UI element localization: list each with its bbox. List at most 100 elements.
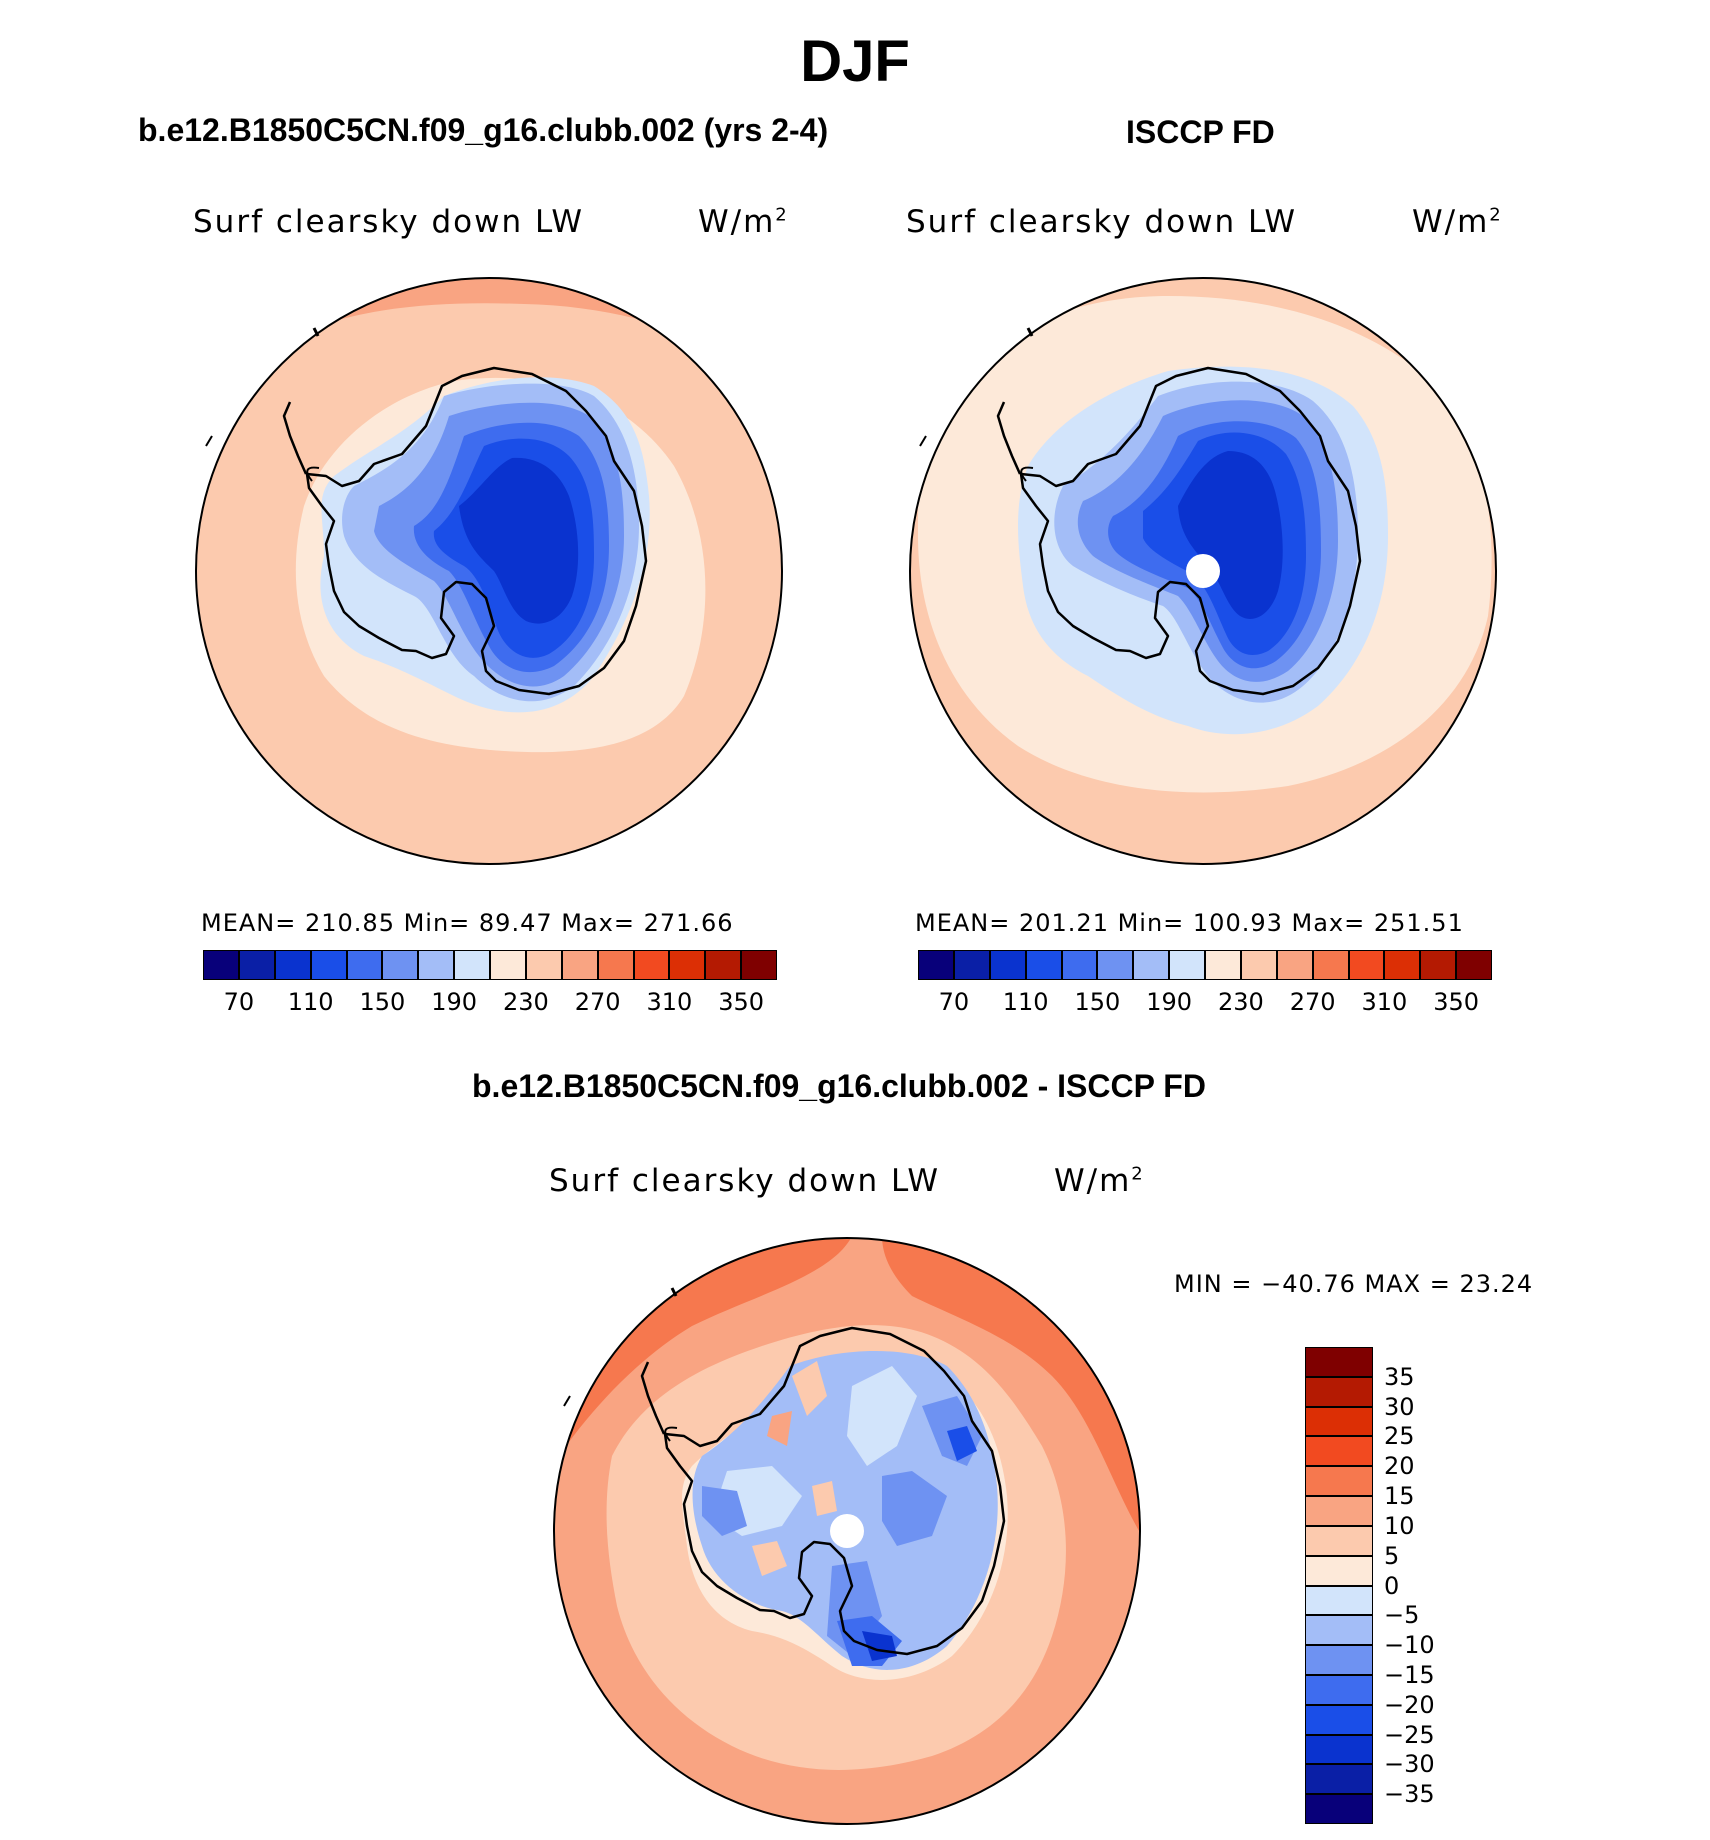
colorbar-swatch	[418, 950, 455, 980]
colorbar-swatch	[669, 950, 706, 980]
colorbar-tick-label: 230	[502, 988, 549, 1016]
colorbar-tick-label: −30	[1384, 1750, 1435, 1779]
colorbar-swatch	[1240, 950, 1277, 980]
colorbar-tick-label: 70	[938, 988, 970, 1016]
colorbar-swatch	[310, 950, 347, 980]
colorbar-tick-label: 310	[1361, 988, 1408, 1016]
diff-colorbar	[1305, 1347, 1373, 1824]
colorbar-swatch	[525, 950, 562, 980]
colorbar-tick-label: 150	[359, 988, 406, 1016]
obs-colorbar-ticks: 70 110 150 190 230 270 310 350	[918, 988, 1492, 1018]
obs-stats: MEAN= 201.21 Min= 100.93 Max= 251.51	[915, 909, 1464, 937]
colorbar-tick-label: 310	[646, 988, 693, 1016]
colorbar-tick-label: 270	[1289, 988, 1336, 1016]
colorbar-tick-label: −10	[1384, 1631, 1435, 1660]
diff-case-title: b.e12.B1850C5CN.f09_g16.clubb.002 - ISCC…	[472, 1068, 1206, 1104]
colorbar-tick-label: 35	[1384, 1362, 1415, 1391]
pole-hole-icon	[830, 1514, 864, 1548]
colorbar-swatch	[1025, 950, 1062, 980]
colorbar-swatch	[1305, 1764, 1373, 1795]
colorbar-swatch	[1305, 1436, 1373, 1467]
colorbar-swatch	[989, 950, 1026, 980]
colorbar-swatch	[1097, 950, 1134, 980]
colorbar-swatch	[1061, 950, 1098, 980]
colorbar-swatch	[633, 950, 670, 980]
colorbar-swatch	[274, 950, 311, 980]
colorbar-tick-label: 0	[1384, 1571, 1400, 1600]
model-case-title: b.e12.B1850C5CN.f09_g16.clubb.002 (yrs 2…	[138, 112, 829, 148]
colorbar-tick-label: 30	[1384, 1392, 1415, 1421]
colorbar-tick-label: 350	[718, 988, 765, 1016]
colorbar-tick-label: 270	[574, 988, 621, 1016]
colorbar-tick-label: −15	[1384, 1660, 1435, 1689]
colorbar-swatch	[1305, 1496, 1373, 1526]
colorbar-swatch	[1456, 950, 1492, 980]
colorbar-swatch	[490, 950, 526, 980]
colorbar-tick-label: 110	[1002, 988, 1049, 1016]
colorbar-tick-label: 5	[1384, 1541, 1400, 1570]
colorbar-swatch	[1305, 1376, 1373, 1407]
model-variable-label: Surf clearsky down LW	[193, 204, 585, 240]
colorbar-swatch	[1169, 950, 1205, 980]
obs-colorbar	[918, 950, 1492, 980]
colorbar-swatch	[238, 950, 275, 980]
colorbar-tick-label: 350	[1433, 988, 1480, 1016]
diff-stats: MIN = −40.76 MAX = 23.24	[1174, 1270, 1534, 1298]
colorbar-swatch	[1305, 1734, 1373, 1765]
colorbar-swatch	[918, 950, 954, 980]
colorbar-tick-label: 110	[287, 988, 334, 1016]
colorbar-swatch	[1348, 950, 1385, 980]
model-stats: MEAN= 210.85 Min= 89.47 Max= 271.66	[201, 909, 734, 937]
colorbar-tick-label: 150	[1074, 988, 1121, 1016]
model-colorbar-ticks: 70 110 150 190 230 270 310 350	[203, 988, 777, 1018]
colorbar-swatch	[953, 950, 990, 980]
model-polar-map	[195, 277, 783, 865]
colorbar-swatch	[1305, 1794, 1373, 1824]
colorbar-swatch	[1205, 950, 1241, 980]
diff-units-label: W/m2	[1054, 1163, 1145, 1199]
colorbar-swatch	[1133, 950, 1170, 980]
colorbar-swatch	[1305, 1466, 1373, 1497]
pole-hole-icon	[1186, 554, 1220, 588]
diff-polar-map	[553, 1237, 1141, 1825]
colorbar-swatch	[597, 950, 634, 980]
season-title: DJF	[800, 29, 910, 94]
colorbar-swatch	[382, 950, 419, 980]
colorbar-swatch	[705, 950, 742, 980]
colorbar-tick-label: 10	[1384, 1511, 1415, 1540]
obs-units-label: W/m2	[1412, 204, 1503, 240]
colorbar-swatch	[1305, 1704, 1373, 1735]
colorbar-tick-label: −20	[1384, 1690, 1435, 1719]
colorbar-swatch	[1305, 1347, 1373, 1377]
colorbar-swatch	[454, 950, 490, 980]
colorbar-tick-label: 190	[1146, 988, 1193, 1016]
colorbar-swatch	[1276, 950, 1313, 980]
colorbar-swatch	[1305, 1406, 1373, 1437]
obs-polar-map	[909, 277, 1497, 865]
colorbar-swatch	[1305, 1674, 1373, 1705]
colorbar-tick-label: 190	[431, 988, 478, 1016]
model-colorbar	[203, 950, 777, 980]
colorbar-swatch	[1305, 1615, 1373, 1646]
diff-variable-label: Surf clearsky down LW	[549, 1163, 941, 1199]
colorbar-swatch	[1305, 1585, 1373, 1616]
colorbar-swatch	[1305, 1645, 1373, 1675]
colorbar-tick-label: 25	[1384, 1422, 1415, 1451]
model-units-label: W/m2	[698, 204, 789, 240]
colorbar-tick-label: −35	[1384, 1780, 1435, 1809]
colorbar-swatch	[1420, 950, 1457, 980]
colorbar-tick-label: −5	[1384, 1601, 1420, 1630]
colorbar-swatch	[203, 950, 239, 980]
obs-variable-label: Surf clearsky down LW	[906, 204, 1298, 240]
colorbar-tick-label: 20	[1384, 1452, 1415, 1481]
colorbar-swatch	[1305, 1525, 1373, 1556]
colorbar-swatch	[1312, 950, 1349, 980]
colorbar-tick-label: −25	[1384, 1720, 1435, 1749]
colorbar-tick-label: 15	[1384, 1482, 1415, 1511]
diff-colorbar-ticks: 35 30 25 20 15 10 5 0 −5 −10 −15 −20 −25 −30 −35	[1384, 1347, 1504, 1824]
colorbar-tick-label: 230	[1217, 988, 1264, 1016]
colorbar-swatch	[1305, 1555, 1373, 1586]
obs-case-title: ISCCP FD	[1126, 114, 1275, 150]
colorbar-swatch	[1384, 950, 1421, 980]
colorbar-swatch	[346, 950, 383, 980]
